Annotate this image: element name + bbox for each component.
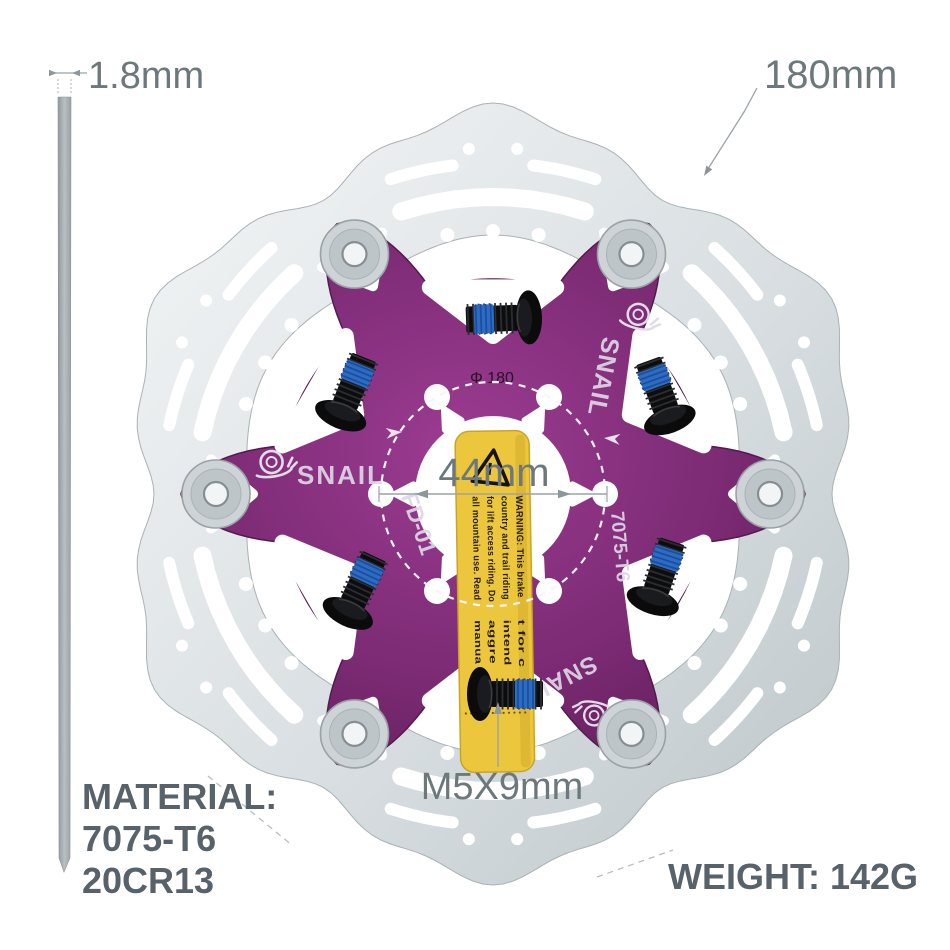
rotation-arrow-icon bbox=[385, 427, 402, 439]
blade-hole bbox=[462, 833, 475, 846]
blade-slot bbox=[193, 546, 304, 724]
blade-slot bbox=[163, 556, 195, 630]
blade-hole bbox=[687, 656, 702, 671]
leader-dash bbox=[596, 849, 674, 878]
blade-hole bbox=[687, 317, 702, 332]
snail-logos bbox=[255, 302, 662, 727]
blade-hole bbox=[713, 355, 728, 370]
spider-cutout bbox=[441, 406, 465, 434]
rotor-bolt bbox=[322, 550, 389, 630]
diameter-label: 180mm bbox=[764, 53, 897, 97]
blade-hole bbox=[284, 317, 299, 332]
dimension-annotations bbox=[49, 69, 758, 878]
blade-slot bbox=[682, 546, 793, 724]
blade-hole bbox=[773, 681, 786, 694]
blade-slot bbox=[384, 802, 459, 829]
blade-slot bbox=[392, 767, 594, 801]
blade-slot bbox=[193, 264, 304, 442]
blade-hole bbox=[258, 355, 273, 370]
snail-logo bbox=[255, 449, 299, 479]
blade-hole bbox=[200, 681, 213, 694]
blade-hole bbox=[797, 336, 810, 349]
sticker-text-line: manua bbox=[472, 620, 484, 665]
rotor-bolt bbox=[467, 667, 543, 721]
blade-hole bbox=[511, 833, 524, 846]
blade-hole bbox=[284, 656, 299, 671]
blade-hole bbox=[713, 618, 728, 633]
sticker-text-line: for lift access riding. Do bbox=[484, 496, 497, 602]
spider-cutout bbox=[521, 554, 545, 582]
thickness-bar bbox=[57, 96, 72, 873]
blade-slot bbox=[392, 187, 594, 221]
blade-slot bbox=[163, 358, 195, 432]
blade-hole bbox=[200, 294, 213, 307]
brand-mark-left: SNAIL bbox=[297, 460, 385, 490]
blade-slot bbox=[222, 242, 278, 301]
floating-rivet bbox=[319, 219, 390, 289]
blade-hole bbox=[733, 576, 748, 591]
rotor-bolts bbox=[315, 290, 696, 721]
floating-rivet bbox=[596, 699, 667, 769]
sticker-text-line: aggre bbox=[486, 620, 498, 664]
blade-slot bbox=[708, 687, 764, 746]
leader-line bbox=[705, 87, 758, 173]
snail-logo bbox=[618, 302, 662, 331]
blade-hole bbox=[440, 746, 455, 761]
mount-hole bbox=[536, 577, 562, 604]
snail-logo bbox=[571, 700, 612, 727]
blade-slot bbox=[708, 242, 764, 301]
blade-hole bbox=[773, 294, 786, 307]
center-span-label: 44mm bbox=[438, 451, 549, 495]
material-steel: 20CR13 bbox=[82, 860, 214, 901]
material-label: MATERIAL: bbox=[82, 776, 277, 817]
blade-hole bbox=[238, 576, 253, 591]
spider-cutout bbox=[521, 406, 545, 434]
blade-hole bbox=[176, 336, 189, 349]
blade-hole bbox=[531, 227, 546, 242]
blade-slot bbox=[384, 159, 459, 186]
spider-cutout bbox=[441, 554, 465, 582]
floating-rivet bbox=[181, 459, 251, 529]
floating-rivet bbox=[735, 459, 805, 529]
rotor-bolt bbox=[465, 290, 543, 345]
rotor-bolt bbox=[626, 537, 687, 617]
floating-rivets bbox=[181, 219, 805, 769]
floating-rivet bbox=[319, 699, 390, 769]
sticker-text-line: t for c bbox=[515, 619, 527, 667]
blade-hole bbox=[176, 639, 189, 652]
bolt-spec-label: M5X9mm bbox=[421, 766, 584, 808]
thickness-label: 1.8mm bbox=[88, 55, 204, 97]
blade-slot bbox=[682, 264, 793, 442]
rotor-bolt bbox=[634, 356, 696, 436]
blade-hole bbox=[440, 227, 455, 242]
rotation-arrow-icon bbox=[604, 433, 621, 445]
sticker-text-line: intend bbox=[501, 620, 513, 666]
rotor-bolt bbox=[315, 352, 379, 432]
diameter-engraving: Φ 180 bbox=[470, 370, 514, 387]
leader-dash bbox=[207, 775, 294, 847]
blade-slot bbox=[527, 159, 602, 186]
sticker-text-line: WARNING: This brake bbox=[513, 495, 526, 597]
material-alloy: 7075-T6 bbox=[82, 818, 216, 859]
sticker-text-line: all mountain use. Read bbox=[470, 496, 483, 600]
blade-slot bbox=[791, 556, 823, 630]
rotor-blade bbox=[136, 102, 850, 886]
blade-slot bbox=[527, 802, 602, 829]
floating-rivet bbox=[596, 219, 667, 289]
blade-hole bbox=[486, 224, 500, 238]
blade-hole bbox=[258, 618, 273, 633]
blade-hole bbox=[462, 142, 475, 155]
warning-triangle-icon bbox=[470, 448, 510, 487]
blade-hole bbox=[733, 397, 748, 412]
weight-label: WEIGHT: 142G bbox=[668, 856, 918, 897]
blade-slot bbox=[791, 358, 823, 432]
blade-hole bbox=[797, 639, 810, 652]
blade-slot bbox=[222, 687, 278, 746]
mount-hole bbox=[424, 384, 450, 411]
blade-hole bbox=[511, 142, 524, 155]
sticker-text-line: country and trail riding bbox=[499, 496, 512, 600]
blade-hole bbox=[238, 397, 253, 412]
